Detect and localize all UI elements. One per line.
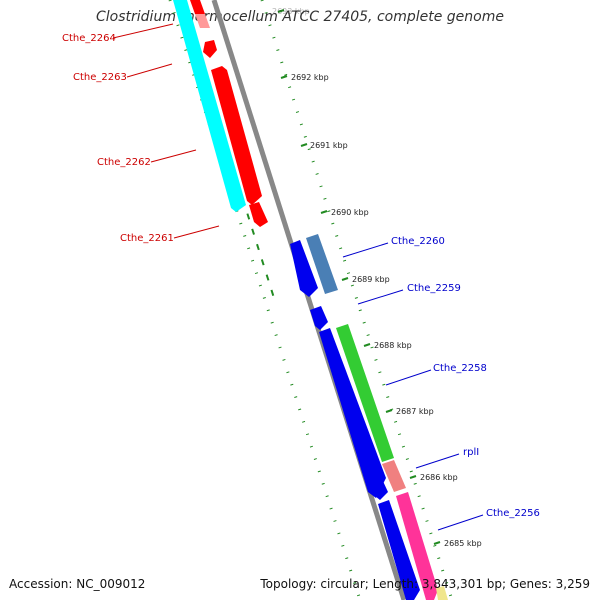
leader-cthe-2259 [357, 289, 404, 305]
gene-label-cthe-2258[interactable]: Cthe_2258 [433, 363, 487, 374]
tick-label-2688: 2688 kbp [374, 341, 412, 350]
gene-cthe-2264-part[interactable] [195, 14, 210, 28]
feature-cthe-2256[interactable] [396, 492, 438, 600]
gene-cthe-2260-cds[interactable] [290, 240, 318, 297]
feature-cthe-2258[interactable] [336, 324, 394, 462]
tick-label-2692: 2692 kbp [291, 73, 329, 82]
gene-label-cthe-2262[interactable]: Cthe_2262 [97, 157, 151, 168]
gene-rpli-cds[interactable] [366, 466, 388, 500]
tick-mark-2688 [363, 343, 371, 347]
leader-cthe-2264 [112, 23, 174, 39]
dotted-track-right [260, 0, 454, 600]
feature-rpli[interactable] [382, 460, 406, 492]
gene-label-cthe-2263[interactable]: Cthe_2263 [73, 72, 127, 83]
tick-mark-2687 [385, 409, 393, 413]
feature-cyan-2262[interactable] [173, 0, 246, 212]
tick-label-2691: 2691 kbp [310, 141, 348, 150]
tick-mark-2690 [320, 210, 328, 214]
gene-label-cthe-2264[interactable]: Cthe_2264 [62, 33, 116, 44]
leader-cthe-2258 [385, 369, 432, 386]
leader-cthe-2256 [437, 514, 484, 531]
tick-mark-2689 [341, 277, 349, 281]
tick-label-2687: 2687 kbp [396, 407, 434, 416]
leader-rpli [415, 453, 460, 469]
tick-label-2690: 2690 kbp [331, 208, 369, 217]
feature-khaki[interactable] [436, 586, 448, 600]
gene-cthe-2258-cds[interactable] [319, 328, 386, 498]
gene-cthe-2263[interactable] [203, 40, 217, 58]
leader-cthe-2261 [173, 225, 220, 239]
gene-cthe-2261[interactable] [249, 202, 268, 227]
leader-cthe-2263 [126, 63, 173, 78]
gene-label-cthe-2259[interactable]: Cthe_2259 [407, 283, 461, 294]
tick-mark-2692 [280, 75, 288, 79]
accession-text: Accession: NC_009012 [9, 577, 146, 591]
tick-label-2689: 2689 kbp [352, 275, 390, 284]
leader-cthe-2262 [150, 149, 197, 163]
tick-mark-2685 [433, 541, 441, 545]
tick-mark-2686 [409, 475, 417, 479]
gene-cthe-2264[interactable] [190, 0, 205, 14]
gene-label-rpli[interactable]: rplI [463, 447, 479, 458]
gene-label-cthe-2256[interactable]: Cthe_2256 [486, 508, 540, 519]
tick-label-2693: 2693 kbp [272, 7, 310, 16]
gene-cthe-2262[interactable] [211, 66, 262, 205]
gene-label-cthe-2261[interactable]: Cthe_2261 [120, 233, 174, 244]
tick-mark-2691 [300, 143, 308, 147]
tick-label-2685: 2685 kbp [444, 539, 482, 548]
gene-label-cthe-2260[interactable]: Cthe_2260 [391, 236, 445, 247]
gene-cthe-2256-cds[interactable] [378, 500, 420, 600]
tick-label-2686: 2686 kbp [420, 473, 458, 482]
tick-mark-2693 [277, 9, 285, 13]
gene-cthe-2259-cds[interactable] [310, 306, 328, 330]
genome-backbone [211, 0, 407, 600]
leader-cthe-2260 [342, 242, 389, 258]
feature-cthe-2260[interactable] [306, 234, 338, 294]
topology-text: Topology: circular; Length: 3,843,301 bp… [260, 577, 590, 591]
